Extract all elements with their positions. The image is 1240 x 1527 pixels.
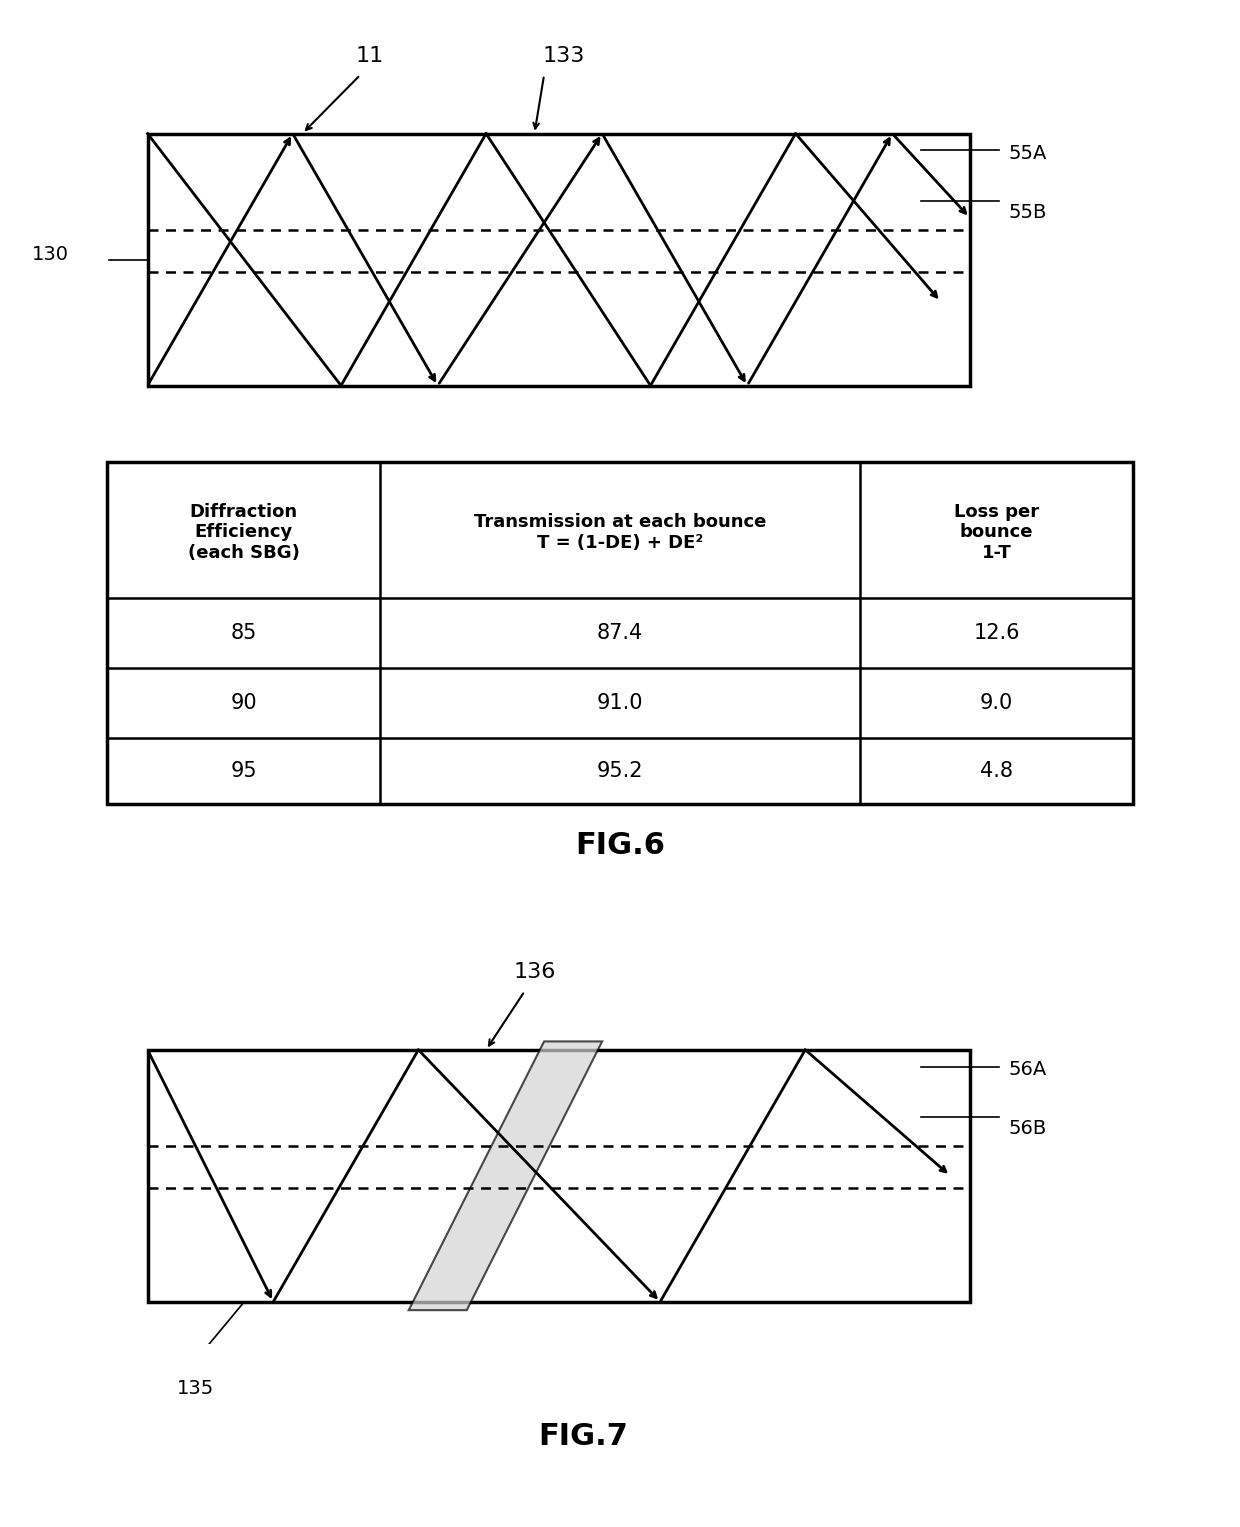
- Text: 11: 11: [356, 46, 384, 66]
- Text: 4.8: 4.8: [980, 762, 1013, 782]
- Text: Transmission at each bounce
T = (1-DE) + DE²: Transmission at each bounce T = (1-DE) +…: [474, 513, 766, 551]
- Bar: [148, 133, 970, 385]
- Polygon shape: [409, 1041, 603, 1310]
- Text: 134: 134: [351, 479, 388, 499]
- Text: 55A: 55A: [1008, 144, 1047, 163]
- Text: 12.6: 12.6: [973, 623, 1019, 643]
- Text: 95.2: 95.2: [596, 762, 644, 782]
- Text: FIG.5: FIG.5: [538, 505, 627, 534]
- Text: 136: 136: [513, 962, 556, 982]
- Text: 132: 132: [284, 463, 321, 483]
- Text: FIG.6: FIG.6: [575, 831, 665, 860]
- Text: 133: 133: [542, 46, 584, 66]
- Text: Diffraction
Efficiency
(each SBG): Diffraction Efficiency (each SBG): [187, 502, 300, 562]
- Text: 9.0: 9.0: [980, 693, 1013, 713]
- Text: 90: 90: [231, 693, 257, 713]
- Text: Loss per
bounce
1-T: Loss per bounce 1-T: [954, 502, 1039, 562]
- Bar: [148, 1051, 970, 1301]
- Bar: [107, 463, 1133, 805]
- Text: 87.4: 87.4: [596, 623, 644, 643]
- Text: FIG.7: FIG.7: [538, 1422, 627, 1451]
- Text: 130: 130: [32, 244, 69, 264]
- Text: 131: 131: [177, 463, 215, 483]
- Text: 135: 135: [177, 1379, 215, 1399]
- Text: 91.0: 91.0: [596, 693, 644, 713]
- Text: 95: 95: [231, 762, 257, 782]
- Text: 55B: 55B: [1008, 203, 1047, 221]
- Text: 56B: 56B: [1008, 1119, 1047, 1138]
- Text: 85: 85: [231, 623, 257, 643]
- Text: 56A: 56A: [1008, 1060, 1047, 1080]
